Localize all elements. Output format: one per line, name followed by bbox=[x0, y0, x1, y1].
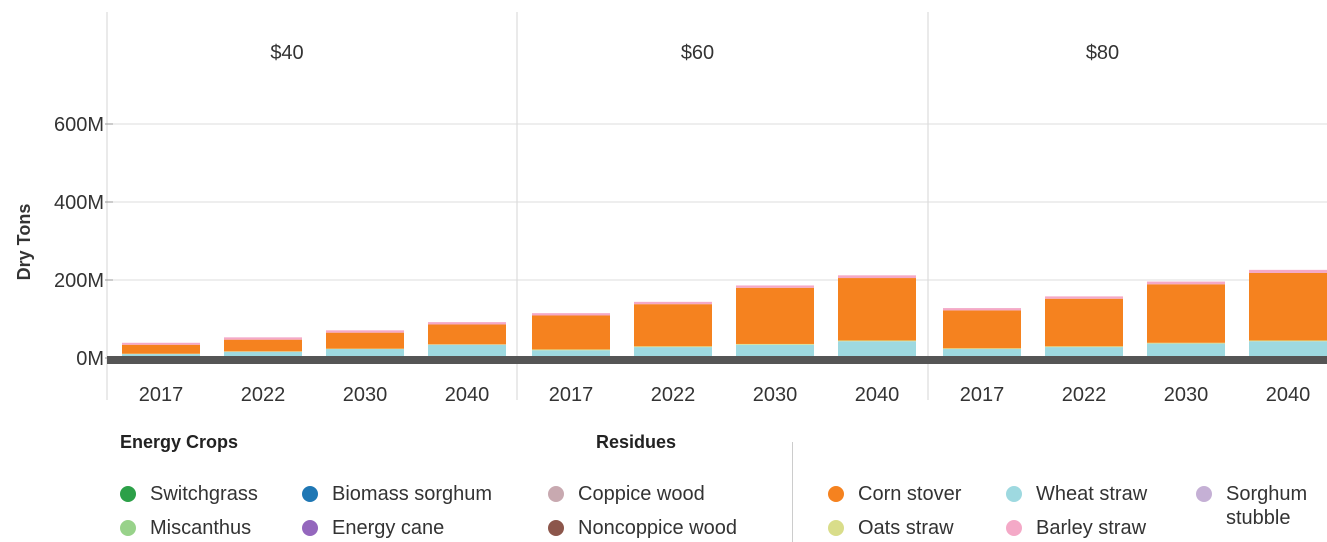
bar-segment-corn-stover bbox=[736, 288, 814, 344]
legend-label: Miscanthus bbox=[150, 516, 251, 540]
bar-segment-corn-stover bbox=[224, 340, 302, 352]
legend-item-noncoppice-wood[interactable]: Noncoppice wood bbox=[548, 516, 737, 540]
bar-segment-wheat-straw bbox=[838, 341, 916, 358]
facet-header: $40 bbox=[270, 42, 303, 64]
bar-segment-corn-stover bbox=[1249, 273, 1327, 340]
bar-segment-corn-stover bbox=[838, 278, 916, 340]
bar-segment-oats-straw bbox=[943, 348, 1021, 349]
x-tick-label: 2022 bbox=[241, 384, 286, 406]
bar-segment-barley-straw bbox=[838, 275, 916, 278]
bar-segment-corn-stover bbox=[428, 324, 506, 344]
bar-segment-corn-stover bbox=[943, 310, 1021, 348]
bar-segment-barley-straw bbox=[634, 302, 712, 304]
legend-label: Wheat straw bbox=[1036, 482, 1147, 506]
bar-segment-barley-straw bbox=[532, 313, 610, 315]
y-tick-label: 600M bbox=[54, 114, 104, 136]
bar-segment-barley-straw bbox=[736, 285, 814, 287]
legend-item-coppice-wood[interactable]: Coppice wood bbox=[548, 482, 705, 506]
bar-segment-corn-stover bbox=[1045, 299, 1123, 347]
bar-segment-corn-stover bbox=[1147, 284, 1225, 343]
x-tick-label: 2030 bbox=[1164, 384, 1209, 406]
bar-segment-barley-straw bbox=[943, 308, 1021, 310]
legend-swatch bbox=[302, 520, 318, 536]
x-tick-label: 2030 bbox=[343, 384, 388, 406]
bar-segment-oats-straw bbox=[1147, 343, 1225, 344]
facet-header: $80 bbox=[1086, 42, 1119, 64]
legend-label: Oats straw bbox=[858, 516, 954, 540]
bar-segment-corn-stover bbox=[532, 315, 610, 349]
y-tick-label: 0M bbox=[76, 348, 104, 370]
legend-label: Energy cane bbox=[332, 516, 444, 540]
legend-item-wheat-straw[interactable]: Wheat straw bbox=[1006, 482, 1147, 506]
legend-label: Switchgrass bbox=[150, 482, 258, 506]
bar-segment-oats-straw bbox=[1045, 346, 1123, 347]
bar-segment-oats-straw bbox=[1249, 340, 1327, 341]
bar-segment-barley-straw bbox=[1045, 296, 1123, 298]
legend-label: Biomass sorghum bbox=[332, 482, 492, 506]
legend-swatch bbox=[1006, 486, 1022, 502]
x-tick-label: 2022 bbox=[651, 384, 696, 406]
bar-segment-corn-stover bbox=[122, 345, 200, 354]
stacked-bar-chart: 0M 200M 400M 600M Dry Tons $40 $60 $80 2017 2022 2… bbox=[0, 0, 1327, 420]
legend-label: Corn stover bbox=[858, 482, 961, 506]
legend-item-corn-stover[interactable]: Corn stover bbox=[828, 482, 961, 506]
y-tick-label: 200M bbox=[54, 270, 104, 292]
legend-swatch bbox=[828, 520, 844, 536]
legend: Energy Crops Residues Switchgrass Miscan… bbox=[0, 420, 1327, 541]
legend-swatch bbox=[120, 520, 136, 536]
legend-swatch bbox=[1196, 486, 1212, 502]
legend-label: Sorghum stubble bbox=[1226, 482, 1322, 530]
x-tick-label: 2017 bbox=[960, 384, 1005, 406]
y-tick-label: 400M bbox=[54, 192, 104, 214]
x-tick-label: 2040 bbox=[855, 384, 900, 406]
legend-swatch bbox=[1006, 520, 1022, 536]
x-tick-label: 2030 bbox=[753, 384, 798, 406]
bar-segment-barley-straw bbox=[428, 322, 506, 324]
x-tick-label: 2040 bbox=[445, 384, 490, 406]
bar-segment-oats-straw bbox=[838, 340, 916, 341]
x-tick-label: 2022 bbox=[1062, 384, 1107, 406]
bar-segment-oats-straw bbox=[634, 346, 712, 347]
facet-header: $60 bbox=[681, 42, 714, 64]
legend-heading-energy-crops: Energy Crops bbox=[120, 432, 238, 453]
bar-segment-wheat-straw bbox=[1147, 344, 1225, 358]
x-tick-label: 2017 bbox=[549, 384, 594, 406]
bar-segment-barley-straw bbox=[224, 337, 302, 339]
legend-heading-residues: Residues bbox=[596, 432, 676, 453]
legend-item-biomass-sorghum[interactable]: Biomass sorghum bbox=[302, 482, 492, 506]
legend-item-barley-straw[interactable]: Barley straw bbox=[1006, 516, 1146, 540]
x-tick-label: 2040 bbox=[1266, 384, 1311, 406]
bar-segment-corn-stover bbox=[634, 304, 712, 346]
bar-segment-barley-straw bbox=[1249, 270, 1327, 273]
legend-item-miscanthus[interactable]: Miscanthus bbox=[120, 516, 251, 540]
legend-item-switchgrass[interactable]: Switchgrass bbox=[120, 482, 258, 506]
x-axis-baseline bbox=[107, 356, 1327, 364]
legend-item-sorghum-stubble[interactable]: Sorghum stubble bbox=[1196, 482, 1327, 530]
bar-segment-barley-straw bbox=[122, 343, 200, 345]
legend-label: Coppice wood bbox=[578, 482, 705, 506]
legend-swatch bbox=[828, 486, 844, 502]
bar-segment-corn-stover bbox=[326, 333, 404, 349]
y-axis-title: Dry Tons bbox=[14, 204, 34, 281]
legend-divider bbox=[792, 442, 793, 542]
legend-swatch bbox=[120, 486, 136, 502]
legend-item-energy-cane[interactable]: Energy cane bbox=[302, 516, 444, 540]
legend-swatch bbox=[548, 520, 564, 536]
legend-item-oats-straw[interactable]: Oats straw bbox=[828, 516, 954, 540]
bar-segment-wheat-straw bbox=[1249, 341, 1327, 358]
legend-label: Noncoppice wood bbox=[578, 516, 737, 540]
x-tick-label: 2017 bbox=[139, 384, 184, 406]
bar-segment-barley-straw bbox=[1147, 282, 1225, 285]
legend-swatch bbox=[548, 486, 564, 502]
bar-segment-oats-straw bbox=[736, 344, 814, 345]
legend-swatch bbox=[302, 486, 318, 502]
legend-label: Barley straw bbox=[1036, 516, 1146, 540]
bar-segment-barley-straw bbox=[326, 330, 404, 332]
bar-segment-oats-straw bbox=[532, 349, 610, 350]
